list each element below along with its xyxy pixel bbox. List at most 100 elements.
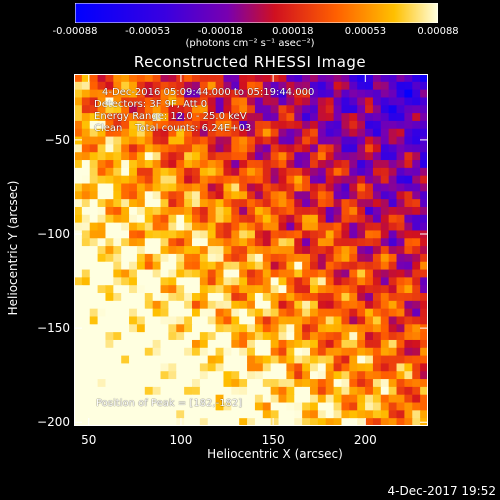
heatmap-cell [207, 167, 217, 177]
heatmap-cell [113, 394, 122, 404]
heatmap-cell [396, 410, 405, 419]
heatmap-cell [192, 167, 201, 177]
heatmap-cell [270, 113, 280, 122]
heatmap-cell [144, 277, 154, 286]
heatmap-cell [144, 293, 154, 302]
heatmap-cell [262, 316, 272, 325]
heatmap-cell [215, 113, 225, 122]
heatmap-cell [215, 199, 225, 208]
heatmap-cell [380, 183, 390, 192]
heatmap-cell [239, 410, 248, 419]
heatmap-cell [420, 363, 428, 372]
heatmap-cell [404, 339, 413, 349]
heatmap-cell [380, 113, 390, 122]
heatmap-cell [341, 199, 350, 208]
heatmap-cell [317, 308, 327, 318]
heatmap-cell [144, 191, 154, 200]
heatmap-cell [223, 152, 232, 161]
heatmap-cell [317, 167, 327, 177]
heatmap-cell [247, 175, 256, 185]
heatmap-cell [223, 97, 232, 106]
heatmap-cell [278, 246, 287, 255]
heatmap-cell [404, 105, 413, 114]
heatmap-cell [278, 293, 287, 302]
heatmap-cell [199, 347, 209, 357]
heatmap-cell [136, 300, 146, 310]
heatmap-cell [325, 222, 335, 232]
heatmap-cell [349, 308, 358, 318]
heatmap-cell [420, 191, 428, 200]
heatmap-cell [294, 230, 303, 239]
heatmap-cell [302, 285, 311, 294]
heatmap-cell [97, 89, 107, 99]
heatmap-cell [176, 175, 185, 185]
heatmap-cell [97, 238, 107, 247]
heatmap-cell [365, 402, 374, 411]
heatmap-cell [97, 97, 107, 106]
heatmap-cell [325, 81, 335, 91]
heatmap-cell [310, 144, 319, 153]
heatmap-cell [278, 285, 287, 294]
heatmap-cell [247, 347, 256, 357]
heatmap-cell [317, 214, 327, 224]
heatmap-cell [207, 175, 217, 185]
heatmap-cell [144, 355, 154, 365]
heatmap-cell [97, 308, 107, 318]
heatmap-cell [231, 379, 240, 388]
heatmap-cell [184, 269, 193, 278]
heatmap-cell [325, 269, 335, 278]
heatmap-cell [239, 347, 248, 357]
heatmap-cell [239, 285, 248, 294]
heatmap-cell [262, 347, 272, 357]
heatmap-cell [176, 167, 185, 177]
heatmap-cell [286, 214, 295, 224]
heatmap-cell [317, 222, 327, 232]
heatmap-cell [325, 277, 335, 286]
heatmap-cell [113, 363, 122, 372]
heatmap-cell [365, 206, 374, 216]
heatmap-cell [404, 285, 413, 294]
heatmap-cell [388, 128, 398, 138]
heatmap-cell [404, 418, 413, 426]
heatmap-cell [215, 74, 225, 83]
heatmap-cell [302, 105, 311, 114]
heatmap-cell [388, 214, 398, 224]
heatmap-cell [420, 152, 428, 161]
heatmap-cell [168, 81, 177, 91]
heatmap-cell [270, 238, 280, 247]
heatmap-cell [223, 120, 232, 130]
heatmap-cell [176, 371, 185, 380]
heatmap-cell [388, 105, 398, 114]
heatmap-cell [97, 324, 107, 333]
heatmap-cell [184, 81, 193, 91]
heatmap-cell [105, 89, 114, 99]
heatmap-cell [278, 324, 287, 333]
heatmap-cell [254, 293, 264, 302]
heatmap-cell [388, 402, 398, 411]
heatmap-cell [254, 246, 264, 255]
heatmap-cell [294, 74, 303, 83]
heatmap-cell [215, 152, 225, 161]
heatmap-cell [192, 308, 201, 318]
heatmap-cell [223, 285, 232, 294]
heatmap-cell [420, 300, 428, 310]
heatmap-cell [404, 191, 413, 200]
heatmap-cell [254, 113, 264, 122]
heatmap-cell [152, 74, 162, 83]
heatmap-cell [89, 89, 99, 99]
heatmap-cell [365, 152, 374, 161]
heatmap-cell [192, 410, 201, 419]
heatmap-cell [349, 222, 358, 232]
heatmap-cell [199, 175, 209, 185]
heatmap-cell [121, 316, 130, 325]
heatmap-cell [372, 238, 382, 247]
heatmap-cell [105, 128, 114, 138]
heatmap-cell [176, 105, 185, 114]
heatmap-cell [262, 394, 272, 404]
heatmap-cell [325, 120, 335, 130]
heatmap-cell [412, 300, 421, 310]
heatmap-cell [207, 355, 217, 365]
heatmap-cell [168, 363, 177, 372]
heatmap-cell [333, 167, 343, 177]
heatmap-cell [365, 89, 374, 99]
